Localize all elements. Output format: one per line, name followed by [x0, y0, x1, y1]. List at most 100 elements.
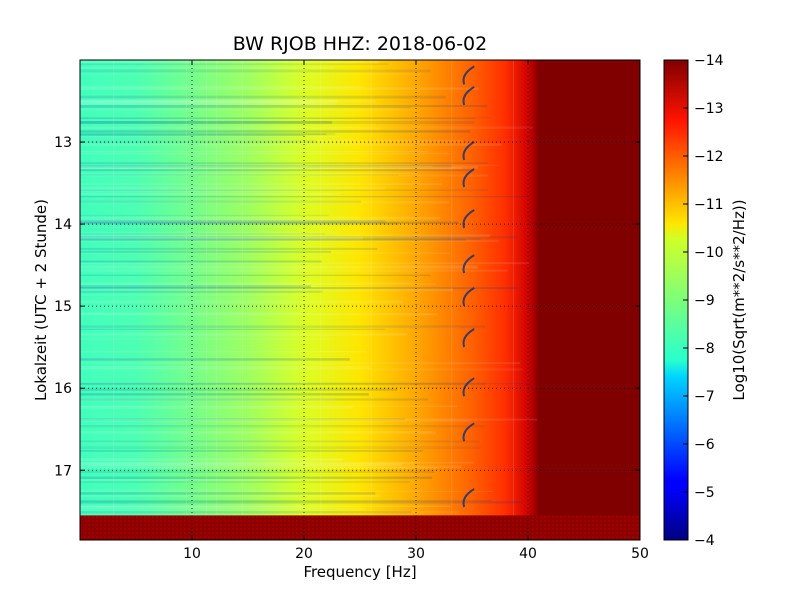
- colorbar-tick-label: −10: [694, 245, 724, 261]
- colorbar-tick-label: −6: [694, 437, 715, 453]
- time-stripes: [80, 60, 538, 517]
- y-tick-label: 15: [54, 299, 72, 315]
- time-stripe: [80, 262, 529, 265]
- grid-lines: [80, 60, 640, 540]
- time-stripe: [80, 167, 462, 170]
- time-stripe: [80, 73, 421, 76]
- time-stripe: [80, 85, 365, 88]
- colorbar-label: Log10(Sqrt(m**2/s**2/Hz)): [730, 199, 748, 400]
- event-mark: [462, 422, 475, 442]
- colorbar-tick-label: −11: [694, 197, 724, 213]
- time-stripe: [80, 281, 412, 285]
- time-stripe: [80, 247, 378, 250]
- time-stripe: [80, 431, 437, 434]
- time-stripe: [80, 406, 354, 409]
- time-stripe: [80, 220, 387, 224]
- time-stripe: [80, 252, 451, 255]
- time-stripe: [80, 235, 518, 239]
- time-stripe: [80, 274, 430, 276]
- event-mark: [462, 86, 475, 106]
- time-stripe: [80, 174, 488, 177]
- time-stripe: [80, 100, 376, 103]
- event-mark: [462, 141, 475, 161]
- time-stripe: [80, 511, 412, 514]
- time-stripe: [80, 458, 344, 461]
- time-stripe: [80, 107, 400, 110]
- time-stripe: [80, 465, 463, 469]
- y-axis-label: Lokalzeit (UTC + 2 Stunde): [32, 199, 50, 401]
- colorbar-tick-label: −5: [694, 485, 715, 501]
- time-stripe: [80, 66, 335, 69]
- time-stripe: [80, 233, 326, 235]
- time-stripe: [80, 495, 381, 497]
- time-stripe: [80, 492, 376, 495]
- time-stripe: [80, 117, 491, 119]
- event-mark: [462, 287, 475, 307]
- time-stripe: [80, 166, 478, 169]
- y-axis: 13 14 15 16 17: [54, 135, 640, 479]
- time-stripe: [80, 165, 433, 168]
- time-stripe: [80, 236, 363, 240]
- colorbar-tick-label: −7: [694, 389, 715, 405]
- x-tick-label: 40: [519, 546, 537, 562]
- time-stripe: [80, 476, 433, 479]
- time-stripe: [80, 328, 386, 330]
- time-stripe: [80, 201, 449, 204]
- time-stripe: [80, 288, 453, 292]
- colorbar-tick-label: −14: [694, 53, 724, 69]
- time-stripe: [80, 313, 438, 316]
- time-stripe: [80, 220, 386, 223]
- time-stripe: [80, 398, 428, 401]
- time-stripe: [80, 130, 471, 133]
- time-stripe: [80, 306, 317, 308]
- time-stripe: [80, 300, 404, 304]
- time-stripe: [80, 101, 316, 104]
- time-stripe: [80, 189, 304, 192]
- time-stripe: [80, 382, 531, 385]
- time-stripe: [80, 419, 471, 422]
- time-stripe: [80, 221, 459, 224]
- time-stripe: [80, 134, 305, 137]
- chart-title: BW RJOB HHZ: 2018-06-02: [233, 33, 487, 55]
- event-mark: [462, 377, 475, 397]
- time-stripe: [80, 238, 481, 241]
- time-stripe: [80, 505, 451, 508]
- time-stripe: [80, 222, 359, 225]
- time-stripe: [80, 269, 508, 272]
- time-stripe: [80, 312, 310, 315]
- y-tick-label: 16: [54, 381, 72, 397]
- time-stripe: [80, 200, 362, 203]
- event-mark: [462, 168, 475, 188]
- time-stripe: [80, 290, 323, 293]
- time-stripe: [80, 479, 344, 482]
- time-stripe: [80, 139, 463, 143]
- event-marks: [462, 65, 475, 508]
- time-stripe: [80, 152, 450, 155]
- time-stripe: [80, 393, 369, 396]
- time-stripe: [80, 234, 490, 238]
- y-tick-label: 14: [54, 217, 72, 233]
- colorbar-tick-label: −8: [694, 341, 715, 357]
- time-stripe: [80, 382, 486, 386]
- plot-area: [80, 60, 640, 540]
- time-stripe: [80, 358, 306, 360]
- time-stripe: [80, 467, 438, 469]
- event-mark: [462, 65, 475, 85]
- time-stripe: [80, 174, 399, 176]
- time-stripe: [80, 107, 411, 109]
- time-stripe: [80, 240, 500, 242]
- time-stripe: [80, 60, 379, 64]
- time-stripe: [80, 164, 500, 166]
- event-mark: [462, 254, 475, 274]
- time-stripe: [80, 325, 486, 329]
- colorbar-tick-label: −4: [694, 533, 715, 549]
- time-stripe: [80, 382, 308, 384]
- time-stripe: [80, 172, 418, 175]
- time-stripe: [80, 489, 325, 491]
- time-stripe: [80, 214, 329, 217]
- time-stripe: [80, 511, 459, 514]
- time-stripe: [80, 63, 389, 66]
- time-stripe: [80, 285, 317, 287]
- time-stripe: [80, 95, 446, 99]
- time-stripe: [80, 450, 423, 452]
